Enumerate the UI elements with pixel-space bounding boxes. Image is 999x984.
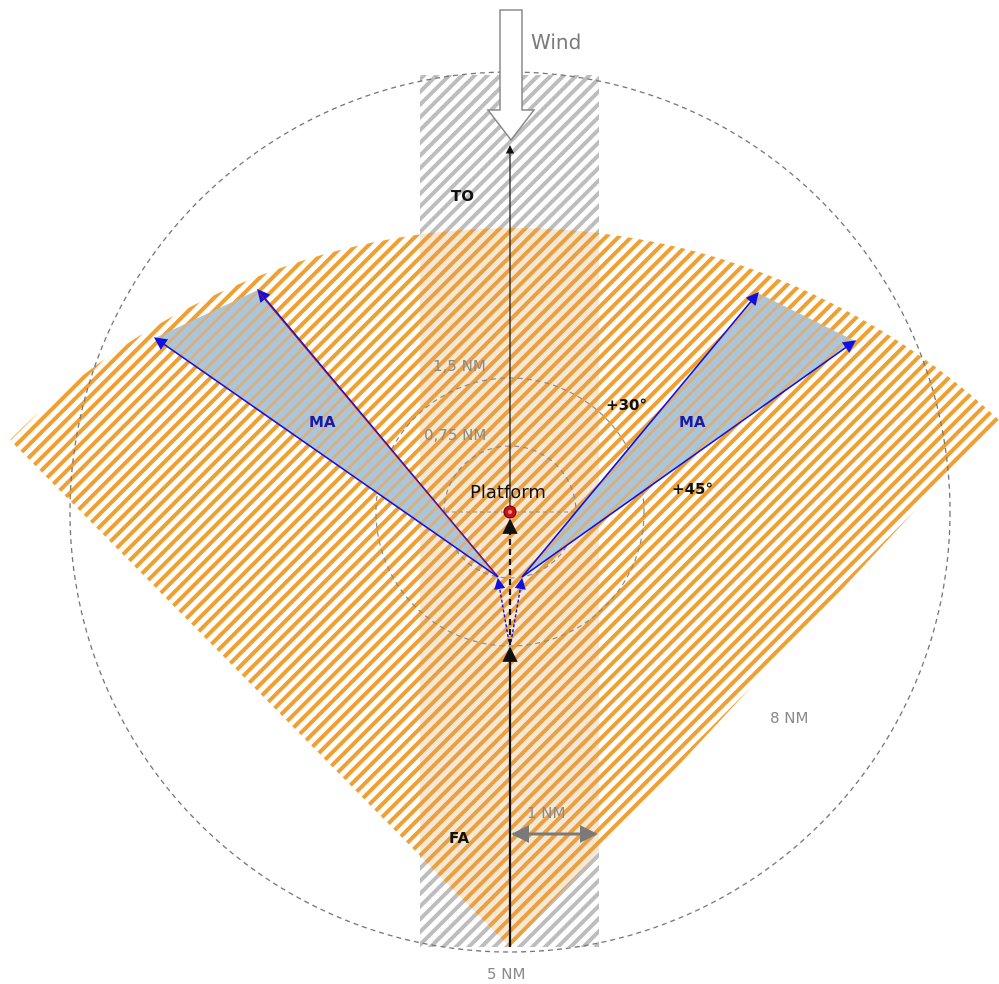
takeoff-label: TO <box>451 187 474 205</box>
range-5nm-label: 5 NM <box>487 965 525 983</box>
platform-label: Platform <box>470 482 546 503</box>
radius-8nm-label: 8 NM <box>770 709 808 727</box>
corridor-sector-overlap <box>420 228 599 947</box>
angle-30-label: +30° <box>606 396 647 414</box>
ma-right-outer-line <box>521 340 857 578</box>
ma-turn-left-arrow <box>494 577 510 643</box>
wind-arrow-icon <box>486 9 536 142</box>
ma-left-red-line <box>259 293 497 576</box>
missed-approach-right-label: MA <box>679 413 706 431</box>
final-approach-label: FA <box>449 829 470 847</box>
ring-0-75nm-label: 0,75 NM <box>424 426 486 444</box>
ma-turn-right-arrow <box>510 577 526 643</box>
platform-marker-highlight <box>508 510 512 514</box>
missed-approach-right-wedge <box>522 293 855 577</box>
missed-approach-left-label: MA <box>309 413 336 431</box>
missed-approach-left-wedge <box>155 290 498 577</box>
angle-45-label: +45° <box>672 480 713 498</box>
ma-right-inner-line <box>521 292 759 578</box>
half-width-label: 1 NM <box>527 804 565 822</box>
wind-label: Wind <box>531 30 581 54</box>
ma-left-outer-line <box>153 337 499 578</box>
ring-1-5nm-label: 1,5 NM <box>433 357 486 375</box>
